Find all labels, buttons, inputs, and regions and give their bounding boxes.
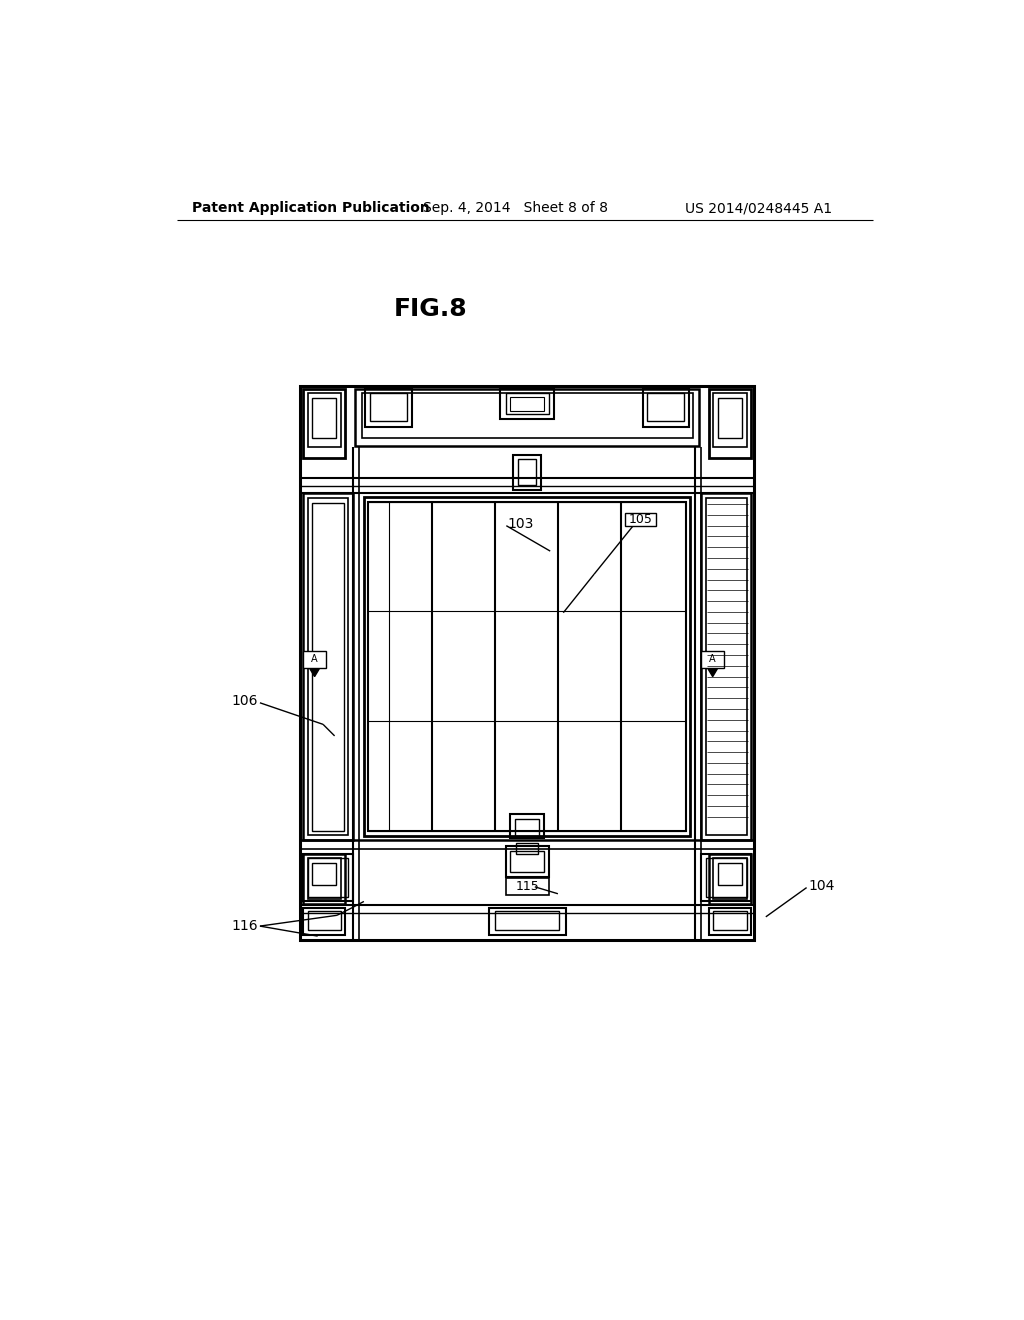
Text: 106: 106 bbox=[231, 694, 258, 709]
Text: US 2014/0248445 A1: US 2014/0248445 A1 bbox=[685, 202, 833, 215]
Bar bbox=[701, 651, 724, 668]
Text: 104: 104 bbox=[808, 879, 835, 894]
Bar bbox=[515, 818, 540, 836]
Bar bbox=[303, 494, 353, 840]
Bar bbox=[300, 385, 755, 940]
Text: 105: 105 bbox=[629, 513, 652, 527]
Bar bbox=[510, 397, 544, 411]
Bar bbox=[701, 854, 752, 902]
Bar bbox=[307, 858, 341, 899]
Bar bbox=[647, 393, 684, 421]
Text: A: A bbox=[311, 653, 317, 664]
Bar bbox=[643, 388, 689, 428]
Bar bbox=[701, 494, 752, 840]
Bar bbox=[500, 388, 554, 420]
Bar bbox=[488, 908, 565, 935]
Bar bbox=[718, 863, 742, 884]
Bar bbox=[370, 393, 407, 421]
Bar bbox=[312, 397, 336, 438]
Bar bbox=[513, 455, 541, 490]
Bar bbox=[510, 814, 544, 838]
Bar bbox=[709, 908, 752, 935]
Bar bbox=[714, 858, 746, 899]
Bar bbox=[307, 498, 348, 836]
Bar bbox=[518, 459, 537, 484]
Bar bbox=[303, 651, 326, 668]
Bar bbox=[307, 911, 341, 929]
Bar bbox=[312, 503, 344, 830]
Bar bbox=[714, 911, 746, 929]
Bar bbox=[510, 850, 544, 873]
Text: Patent Application Publication: Patent Application Publication bbox=[193, 202, 430, 215]
Bar bbox=[361, 393, 692, 438]
Bar bbox=[506, 846, 549, 876]
Text: 115: 115 bbox=[515, 880, 539, 894]
Text: Sep. 4, 2014   Sheet 8 of 8: Sep. 4, 2014 Sheet 8 of 8 bbox=[423, 202, 608, 215]
Bar bbox=[709, 854, 752, 904]
Bar bbox=[364, 498, 690, 836]
Bar bbox=[303, 854, 345, 904]
Bar bbox=[303, 908, 345, 935]
Bar bbox=[312, 863, 336, 884]
Bar bbox=[718, 397, 742, 438]
Bar bbox=[706, 858, 746, 896]
Bar bbox=[506, 878, 549, 895]
Polygon shape bbox=[310, 669, 319, 677]
Bar bbox=[625, 512, 655, 527]
Bar bbox=[366, 388, 412, 428]
Bar bbox=[495, 911, 559, 929]
Bar bbox=[516, 843, 538, 854]
Bar bbox=[303, 854, 353, 902]
Text: A: A bbox=[710, 653, 716, 664]
Bar bbox=[506, 393, 549, 414]
Bar bbox=[706, 498, 746, 836]
Bar bbox=[709, 388, 752, 458]
Bar bbox=[307, 858, 348, 896]
Text: 103: 103 bbox=[508, 517, 535, 531]
Bar bbox=[355, 388, 698, 446]
Bar bbox=[369, 502, 686, 832]
Bar bbox=[714, 393, 746, 447]
Text: FIG.8: FIG.8 bbox=[394, 297, 468, 321]
Text: 116: 116 bbox=[231, 919, 258, 933]
Bar bbox=[303, 388, 345, 458]
Bar bbox=[307, 393, 341, 447]
Polygon shape bbox=[708, 669, 717, 677]
